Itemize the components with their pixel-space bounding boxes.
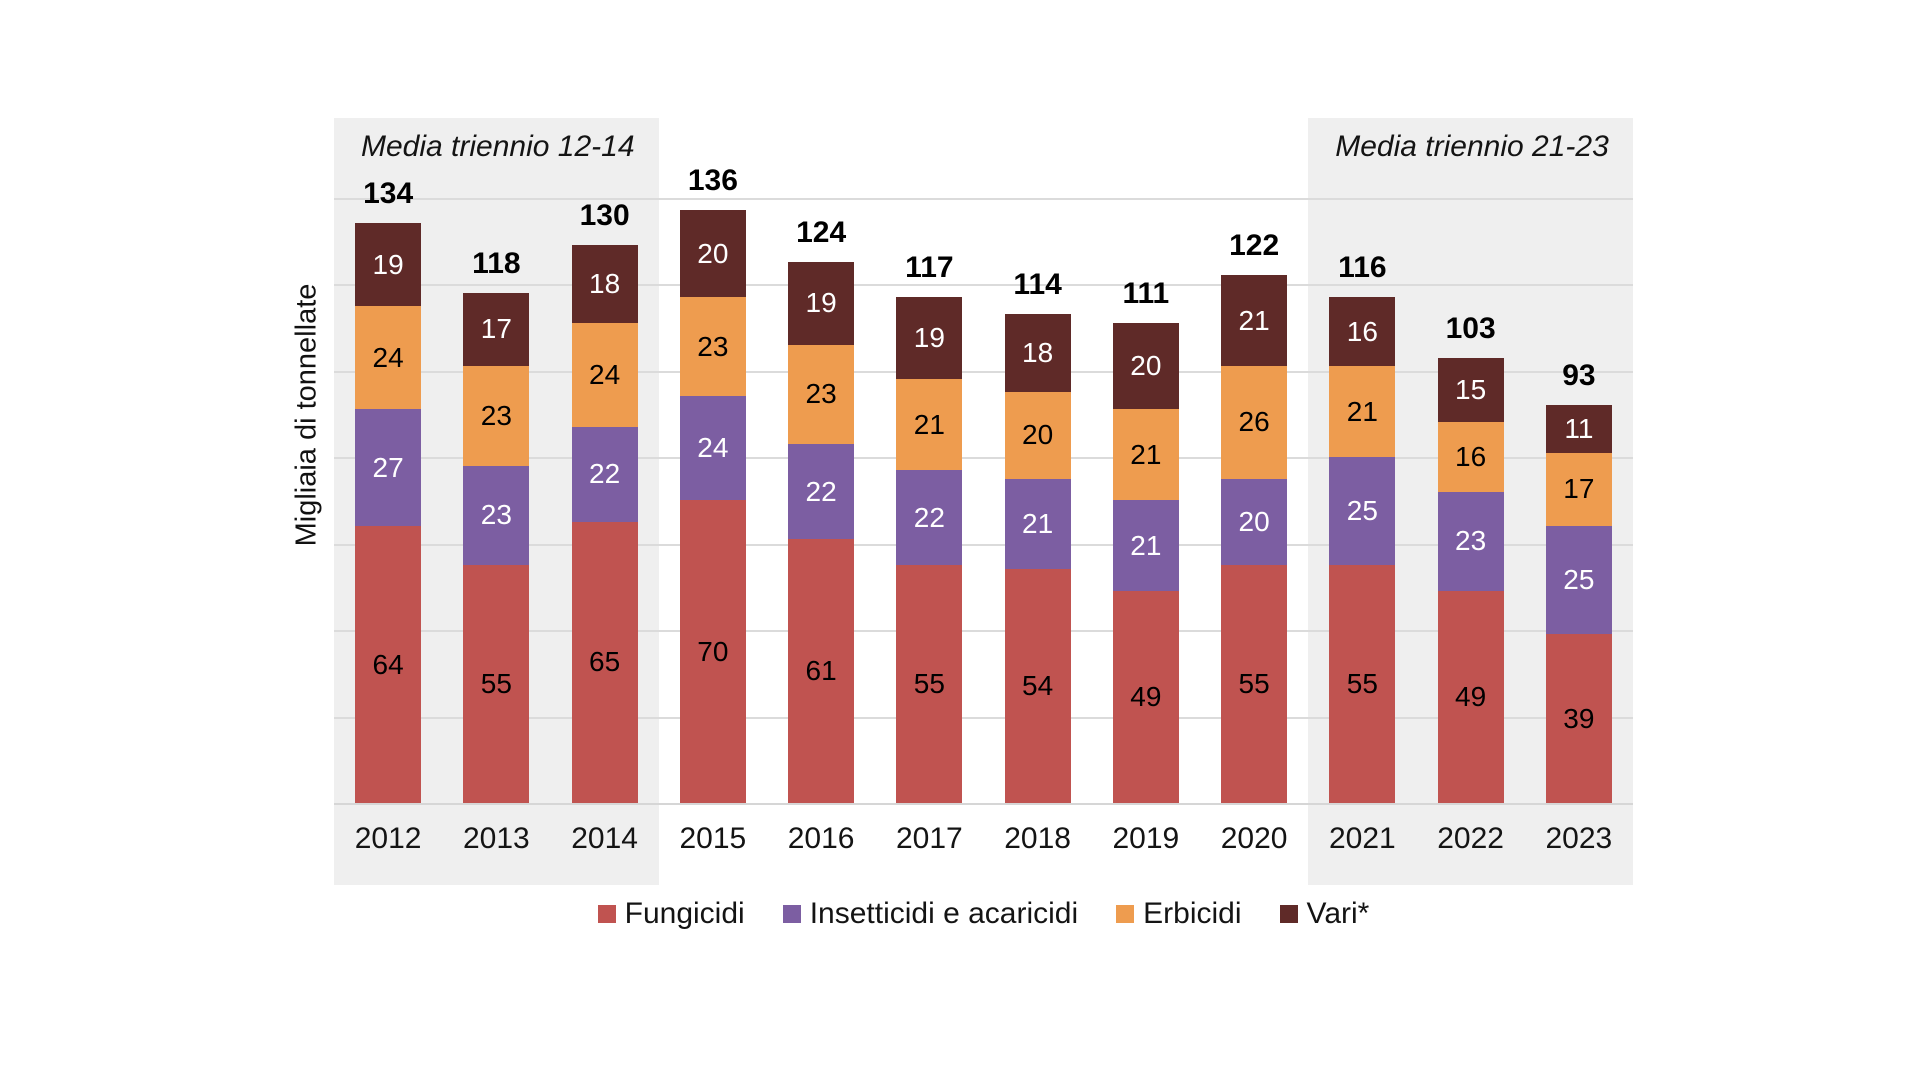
legend-label-fungicidi: Fungicidi (624, 897, 745, 930)
x-tick-label-2015: 2015 (679, 822, 747, 855)
gridline-140 (334, 197, 1633, 200)
legend-label-vari-: Vari* (1306, 897, 1370, 930)
bar-segment-2023-vari-: 11 (1545, 405, 1612, 453)
highlight-label-1: Media triennio 12-14 (361, 130, 635, 163)
bar-segment-2021-erbicidi: 21 (1329, 366, 1396, 457)
bar-segment-2017-erbicidi: 21 (896, 379, 963, 470)
bar-segment-2020-insetticidi-e-acaricidi: 20 (1221, 478, 1288, 566)
gridline-20 (334, 716, 1633, 719)
bar-segment-2014-insetticidi-e-acaricidi: 22 (571, 426, 638, 522)
total-label-2022: 103 (1445, 311, 1496, 345)
x-tick-label-2014: 2014 (571, 822, 638, 855)
bar-segment-2013-insetticidi-e-acaricidi: 23 (463, 465, 530, 566)
total-label-2013: 118 (472, 246, 521, 280)
total-label-2021: 116 (1338, 250, 1387, 284)
bar-segment-2015-insetticidi-e-acaricidi: 24 (679, 396, 746, 501)
gridline-80 (334, 457, 1633, 459)
bar-segment-2018-fungicidi: 54 (1004, 569, 1071, 803)
gridline-40 (334, 630, 1633, 632)
x-axis-line (334, 803, 1633, 805)
bar-segment-2018-erbicidi: 20 (1004, 392, 1071, 479)
legend-swatch-fungicidi (597, 905, 616, 923)
bar-segment-2017-fungicidi: 55 (896, 565, 963, 803)
bar-segment-2020-vari-: 21 (1221, 275, 1288, 367)
bar-segment-2016-vari-: 19 (788, 262, 855, 345)
x-tick-label-2020: 2020 (1220, 822, 1288, 855)
bar-segment-2013-fungicidi: 55 (463, 565, 530, 803)
total-label-2019: 111 (1122, 276, 1170, 310)
total-label-2012: 134 (363, 177, 414, 211)
bar-segment-2018-vari-: 18 (1004, 314, 1071, 393)
bar-segment-2019-fungicidi: 49 (1112, 591, 1179, 803)
bar-segment-2012-vari-: 19 (355, 223, 422, 306)
bar-segment-2022-fungicidi: 49 (1437, 591, 1504, 803)
bar-segment-2013-vari-: 17 (463, 292, 530, 367)
gridline-120 (334, 284, 1633, 286)
total-label-2023: 93 (1562, 359, 1596, 393)
legend-item-fungicidi: Fungicidi (597, 897, 745, 931)
bar-segment-2019-insetticidi-e-acaricidi: 21 (1112, 500, 1179, 592)
bar-segment-2012-erbicidi: 24 (355, 305, 422, 410)
bar-segment-2012-insetticidi-e-acaricidi: 27 (355, 409, 422, 527)
bar-segment-2023-insetticidi-e-acaricidi: 25 (1545, 526, 1612, 635)
bar-segment-2020-erbicidi: 26 (1221, 366, 1288, 479)
x-tick-label-2013: 2013 (463, 822, 530, 855)
total-label-2020: 122 (1229, 229, 1280, 263)
bar-segment-2012-fungicidi: 64 (355, 526, 422, 803)
legend-swatch-vari- (1279, 905, 1298, 923)
bar-segment-2022-vari-: 15 (1437, 357, 1504, 423)
total-label-2018: 114 (1013, 268, 1062, 302)
legend: Fungicidi Insetticidi e acaricidi Erbicidi… (334, 897, 1633, 931)
bar-segment-2016-insetticidi-e-acaricidi: 22 (788, 444, 855, 540)
bar-segment-2017-insetticidi-e-acaricidi: 22 (896, 469, 963, 566)
bar-segment-2014-fungicidi: 65 (571, 521, 638, 803)
bar-segment-2019-vari-: 20 (1112, 322, 1179, 410)
x-tick-label-2023: 2023 (1545, 822, 1613, 855)
bar-segment-2023-erbicidi: 17 (1545, 452, 1612, 527)
x-tick-label-2017: 2017 (896, 822, 963, 855)
x-tick-label-2016: 2016 (787, 822, 855, 855)
bar-segment-2019-erbicidi: 21 (1112, 409, 1179, 501)
bar-segment-2015-fungicidi: 70 (679, 500, 746, 803)
legend-label-erbicidi: Erbicidi (1143, 897, 1242, 930)
bar-segment-2020-fungicidi: 55 (1221, 565, 1288, 803)
legend-label-insetticidi-e-acaricidi: Insetticidi e acaricidi (809, 897, 1079, 930)
x-tick-label-2021: 2021 (1329, 822, 1396, 855)
bar-segment-2017-vari-: 19 (896, 296, 963, 380)
bar-segment-2016-fungicidi: 61 (788, 539, 855, 803)
bar-segment-2021-insetticidi-e-acaricidi: 25 (1329, 457, 1396, 566)
bar-segment-2021-vari-: 16 (1329, 296, 1396, 367)
bar-segment-2014-erbicidi: 24 (571, 322, 638, 427)
total-label-2014: 130 (579, 199, 630, 233)
x-tick-label-2012: 2012 (354, 822, 422, 855)
bar-segment-2021-fungicidi: 55 (1329, 565, 1396, 803)
bar-segment-2014-vari-: 18 (571, 245, 638, 323)
legend-item-erbicidi: Erbicidi (1116, 897, 1242, 931)
x-tick-label-2019: 2019 (1112, 822, 1180, 855)
total-label-2017: 117 (905, 250, 954, 284)
total-label-2016: 124 (796, 216, 847, 250)
gridline-60 (334, 543, 1633, 546)
legend-item-insetticidi-e-acaricidi: Insetticidi e acaricidi (782, 897, 1079, 931)
total-label-2015: 136 (687, 164, 738, 198)
bar-segment-2013-erbicidi: 23 (463, 366, 530, 466)
legend-swatch-insetticidi-e-acaricidi (782, 905, 801, 923)
bar-segment-2023-fungicidi: 39 (1545, 634, 1612, 803)
legend-swatch-erbicidi (1116, 905, 1135, 923)
bar-segment-2018-insetticidi-e-acaricidi: 21 (1004, 478, 1071, 570)
bar-segment-2022-erbicidi: 16 (1437, 422, 1504, 492)
bar-segment-2015-erbicidi: 23 (679, 296, 746, 397)
bar-segment-2016-erbicidi: 23 (788, 344, 855, 445)
legend-item-vari-: Vari* (1279, 897, 1370, 931)
highlight-label-2: Media triennio 21-23 (1335, 130, 1609, 163)
bar-segment-2015-vari-: 20 (679, 210, 746, 297)
gridline-100 (334, 370, 1633, 373)
bar-segment-2022-insetticidi-e-acaricidi: 23 (1437, 491, 1504, 592)
y-axis-title: Migliaia di tonnellate (290, 283, 323, 547)
x-tick-label-2018: 2018 (1004, 822, 1071, 855)
x-tick-label-2022: 2022 (1437, 822, 1504, 855)
